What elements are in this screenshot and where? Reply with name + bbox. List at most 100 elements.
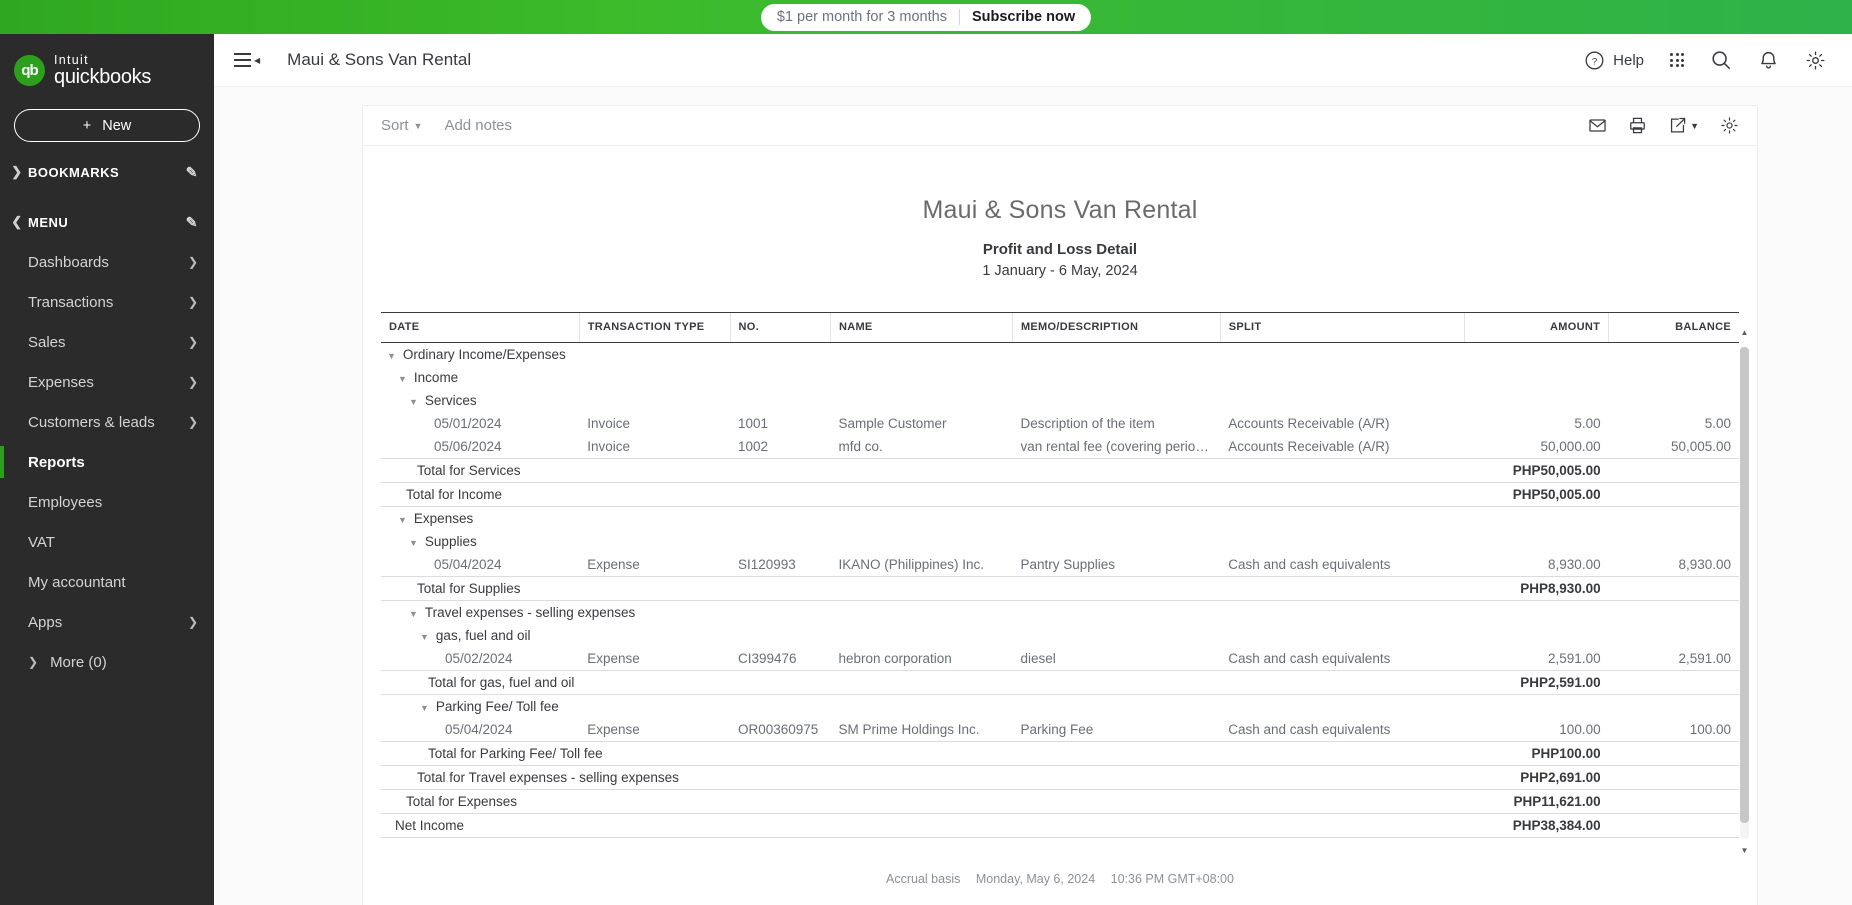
table-header-row: DATE TRANSACTION TYPE NO. NAME MEMO/DESC… bbox=[381, 312, 1739, 343]
report-cell-date[interactable]: 05/04/2024 bbox=[445, 722, 513, 737]
promo-pill: $1 per month for 3 months Subscribe now bbox=[760, 3, 1092, 31]
report-cell-date[interactable]: 05/06/2024 bbox=[434, 439, 502, 454]
report-transaction-row[interactable]: 05/04/2024 Expense SI120993 IKANO (Philippi… bbox=[381, 553, 1739, 577]
report-table-body: ▼ Ordinary Income/Expenses ▼ Income ▼ Service… bbox=[381, 343, 1739, 838]
column-header-split[interactable]: SPLIT bbox=[1219, 312, 1465, 343]
sidebar-section-menu[interactable]: ❮ MENU ✎ bbox=[0, 202, 214, 242]
report-transaction-row[interactable]: 05/02/2024 Expense CI399476 hebron corporat… bbox=[381, 647, 1739, 671]
report-total-row[interactable]: Total for Services PHP50,005.00 bbox=[381, 458, 1739, 483]
collapse-triangle-icon[interactable]: ▼ bbox=[387, 351, 396, 361]
collapse-triangle-icon[interactable]: ▼ bbox=[398, 374, 407, 384]
sidebar-item-label: Employees bbox=[28, 493, 103, 511]
collapse-triangle-icon[interactable]: ▼ bbox=[409, 397, 418, 407]
email-report-button[interactable] bbox=[1588, 116, 1607, 135]
report-total-row[interactable]: Total for Supplies PHP8,930.00 bbox=[381, 576, 1739, 601]
report-transaction-row[interactable]: 05/04/2024 Expense OR00360975 SM Prime Hold… bbox=[381, 718, 1739, 742]
sidebar-item-sales[interactable]: Sales ❯ bbox=[0, 322, 214, 362]
chevron-down-icon: ▼ bbox=[1690, 120, 1699, 131]
sidebar-item-my-accountant[interactable]: My accountant bbox=[0, 562, 214, 602]
report-total-amount: PHP8,930.00 bbox=[1464, 576, 1609, 601]
new-button[interactable]: + New bbox=[14, 109, 200, 143]
report-cell-date[interactable]: 05/02/2024 bbox=[445, 651, 513, 666]
sidebar-item-transactions[interactable]: Transactions ❯ bbox=[0, 282, 214, 322]
report-group-row[interactable]: ▼ Ordinary Income/Expenses bbox=[381, 343, 1739, 367]
column-header-amount[interactable]: AMOUNT bbox=[1464, 312, 1609, 343]
scroll-down-arrow-icon[interactable]: ▼ bbox=[1740, 846, 1749, 855]
collapse-triangle-icon[interactable]: ▼ bbox=[420, 632, 429, 642]
report-group-label: ▼ Services bbox=[409, 393, 477, 408]
column-header-memo-description[interactable]: MEMO/DESCRIPTION bbox=[1011, 312, 1221, 343]
report-group-label: ▼ Ordinary Income/Expenses bbox=[387, 347, 566, 362]
report-total-row[interactable]: Total for gas, fuel and oil PHP2,591.00 bbox=[381, 670, 1739, 695]
report-transaction-row[interactable]: 05/06/2024 Invoice 1002 mfd co. van rental f… bbox=[381, 435, 1739, 459]
sort-button[interactable]: Sort ▼ bbox=[381, 117, 422, 134]
report-group-row[interactable]: ▼ Supplies bbox=[381, 530, 1739, 553]
report-total-row[interactable]: Total for Expenses PHP11,621.00 bbox=[381, 789, 1739, 814]
column-header-balance[interactable]: BALANCE bbox=[1608, 312, 1739, 343]
collapse-triangle-icon[interactable]: ▼ bbox=[409, 538, 418, 548]
column-header-no[interactable]: NO. bbox=[729, 312, 831, 343]
sidebar-item-more[interactable]: ❯ More (0) bbox=[0, 642, 214, 682]
report-total-row[interactable]: Total for Travel expenses - selling expe… bbox=[381, 765, 1739, 790]
report-group-row[interactable]: ▼ Expenses bbox=[381, 507, 1739, 531]
sidebar-section-bookmarks[interactable]: ❯ BOOKMARKS ✎ bbox=[0, 152, 214, 192]
column-header-date[interactable]: DATE bbox=[381, 312, 580, 343]
report-group-row[interactable]: ▼ Parking Fee/ Toll fee bbox=[381, 695, 1739, 719]
promo-divider bbox=[958, 9, 960, 25]
svg-text:?: ? bbox=[1592, 56, 1597, 67]
sidebar-item-label: Apps bbox=[28, 613, 63, 631]
sidebar-item-employees[interactable]: Employees bbox=[0, 482, 214, 522]
report-total-row[interactable]: Total for Parking Fee/ Toll fee PHP100.00 bbox=[381, 741, 1739, 766]
print-report-button[interactable] bbox=[1628, 116, 1647, 135]
sort-label: Sort bbox=[381, 117, 409, 134]
report-group-row[interactable]: ▼ Services bbox=[381, 389, 1739, 412]
help-button[interactable]: ? Help bbox=[1584, 50, 1644, 71]
edit-pencil-icon[interactable]: ✎ bbox=[185, 163, 198, 180]
new-button-label: New bbox=[102, 117, 132, 134]
report-scrollbar[interactable] bbox=[1740, 347, 1749, 839]
report-generated-date: Monday, May 6, 2024 bbox=[975, 872, 1096, 886]
report-total-row[interactable]: Total for Income PHP50,005.00 bbox=[381, 482, 1739, 507]
report-cell-balance: 100.00 bbox=[1689, 722, 1731, 737]
report-cell-transaction-type: Expense bbox=[587, 557, 640, 572]
apps-grid-button[interactable] bbox=[1670, 53, 1684, 67]
report-settings-button[interactable] bbox=[1720, 116, 1739, 135]
report-total-balance bbox=[1608, 741, 1739, 766]
column-header-transaction-type[interactable]: TRANSACTION TYPE bbox=[578, 312, 730, 343]
column-header-name[interactable]: NAME bbox=[829, 312, 1013, 343]
report-net-income-row[interactable]: Net Income PHP38,384.00 bbox=[381, 813, 1739, 838]
report-cell-memo: Pantry Supplies bbox=[1020, 557, 1116, 572]
sidebar-item-dashboards[interactable]: Dashboards ❯ bbox=[0, 242, 214, 282]
report-cell-name: SM Prime Holdings Inc. bbox=[838, 722, 980, 737]
report-table-head: DATE TRANSACTION TYPE NO. NAME MEMO/DESC… bbox=[381, 312, 1739, 343]
subscribe-now-link[interactable]: Subscribe now bbox=[971, 9, 1076, 25]
report-toolbar: Sort ▼ Add notes bbox=[363, 106, 1757, 146]
top-navigation-bar: ◀ Maui & Sons Van Rental ? Help bbox=[214, 34, 1852, 87]
search-button[interactable] bbox=[1710, 49, 1732, 71]
report-scrollbar-thumb[interactable] bbox=[1740, 347, 1749, 823]
sidebar-item-customers-and-leads[interactable]: Customers & leads ❯ bbox=[0, 402, 214, 442]
sidebar-item-vat[interactable]: VAT bbox=[0, 522, 214, 562]
chevron-down-icon: ▼ bbox=[413, 120, 423, 131]
sidebar-item-reports[interactable]: Reports bbox=[0, 442, 214, 482]
report-cell-date[interactable]: 05/01/2024 bbox=[434, 416, 502, 431]
settings-button[interactable] bbox=[1805, 50, 1826, 71]
report-group-row[interactable]: ▼ Income bbox=[381, 366, 1739, 389]
collapse-triangle-icon[interactable]: ▼ bbox=[420, 703, 429, 713]
add-notes-button[interactable]: Add notes bbox=[444, 117, 512, 134]
sidebar-item-apps[interactable]: Apps ❯ bbox=[0, 602, 214, 642]
report-transaction-row[interactable]: 05/01/2024 Invoice 1001 Sample Customer Desc… bbox=[381, 412, 1739, 435]
sidebar-section-menu-label: MENU bbox=[28, 214, 69, 230]
report-group-row[interactable]: ▼ Travel expenses - selling expenses bbox=[381, 601, 1739, 625]
collapse-triangle-icon[interactable]: ▼ bbox=[398, 515, 407, 525]
sidebar-item-expenses[interactable]: Expenses ❯ bbox=[0, 362, 214, 402]
quickbooks-logo[interactable]: qb Intuit quickbooks bbox=[0, 34, 214, 87]
export-report-button[interactable]: ▼ bbox=[1668, 116, 1699, 135]
notifications-button[interactable] bbox=[1758, 50, 1779, 71]
sidebar-collapse-button[interactable]: ◀ bbox=[234, 53, 260, 67]
collapse-triangle-icon[interactable]: ▼ bbox=[409, 609, 418, 619]
edit-pencil-icon[interactable]: ✎ bbox=[185, 213, 198, 230]
report-group-row[interactable]: ▼ gas, fuel and oil bbox=[381, 624, 1739, 647]
report-cell-date[interactable]: 05/04/2024 bbox=[434, 557, 502, 572]
scroll-up-arrow-icon[interactable]: ▲ bbox=[1740, 328, 1749, 337]
